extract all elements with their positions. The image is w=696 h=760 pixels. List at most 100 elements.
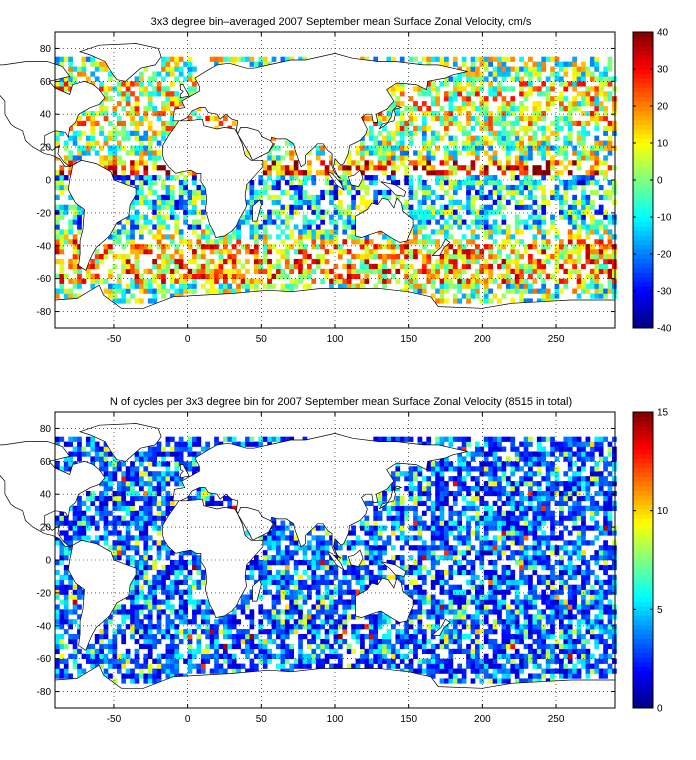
bin-cell [382,244,387,250]
bin-cell [505,638,511,645]
bin-cell [519,110,524,117]
bin-cell [541,574,547,581]
bin-cell [258,209,264,215]
bin-cell [360,564,365,571]
bin-cell [536,624,542,630]
colorbar-segment [633,254,653,260]
bin-cell [607,564,613,571]
bin-cell [165,663,171,669]
bin-cell [576,283,582,289]
bin-cell [147,135,153,141]
bin-cell [391,145,396,151]
bin-cell [355,624,361,630]
bin-cell [408,56,414,62]
bin-cell [510,643,516,650]
bin-cell [240,634,246,640]
bin-cell [479,263,485,270]
y-tick-label: -20 [37,208,52,219]
bin-cell [337,209,343,215]
bin-cell [479,268,485,275]
bin-cell [214,629,219,635]
bin-cell [572,219,577,225]
bin-cell [404,564,409,571]
bin-cell [439,175,445,181]
bin-cell [337,214,343,220]
bin-cell [59,244,65,250]
bin-cell [421,155,427,161]
bin-cell [271,594,277,600]
bin-cell [346,278,352,284]
bin-cell [94,658,100,664]
bin-cell [501,239,507,245]
bin-cell [218,254,224,260]
bin-cell [559,648,564,655]
bin-cell [307,638,312,645]
bin-cell [541,115,547,122]
bin-cell [218,120,224,127]
bin-cell [457,569,463,576]
bin-cell [72,648,78,655]
bin-cell [174,199,180,205]
bin-cell [174,673,180,679]
bin-cell [152,150,157,156]
bin-cell [68,204,73,210]
bin-cell [373,140,379,146]
bin-cell [589,175,595,181]
bin-cell [399,658,405,664]
bin-cell [249,648,255,655]
bin-cell [391,273,396,279]
bin-cell [581,658,586,664]
bin-cell [289,140,295,146]
bin-cell [550,86,555,92]
bin-cell [271,609,277,615]
bin-cell [377,574,383,581]
bin-cell [510,653,516,659]
bin-cell [598,160,604,166]
bin-cell [125,254,131,260]
bin-cell [492,120,498,127]
bin-cell [236,239,241,245]
bin-cell [134,619,140,625]
bin-cell [276,175,281,181]
bin-cell [408,130,414,136]
bin-cell [501,194,507,201]
bin-cell [298,184,303,191]
colorbar-segment [633,101,653,107]
bin-cell [497,249,502,255]
bin-cell [169,194,175,201]
bin-cell [364,648,370,655]
bin-cell [435,170,440,176]
bin-cell [143,653,149,659]
bin-cell [200,268,206,275]
bin-cell [139,160,144,166]
bin-cell [483,125,489,131]
bin-cell [483,569,489,576]
bin-cell [147,579,153,585]
bin-cell [470,658,476,664]
bin-cell [585,86,591,92]
bin-cell [77,145,82,151]
bin-cell [470,135,476,141]
bin-cell [585,619,591,625]
bin-cell [134,101,140,107]
bin-cell [545,663,551,669]
bin-cell [497,668,502,674]
bin-cell [550,254,555,260]
bin-cell [421,263,427,270]
bin-cell [324,653,330,659]
bin-cell [90,130,96,136]
bin-cell [483,614,489,620]
bin-cell [612,184,617,191]
bin-cell [236,288,241,294]
bin-cell [505,199,511,205]
bin-cell [200,569,206,576]
bin-cell [426,194,432,201]
bin-cell [276,653,281,659]
bin-cell [68,155,73,161]
bin-cell [364,175,370,181]
bin-cell [200,629,206,635]
bin-cell [324,634,330,640]
bin-cell [165,56,171,62]
bin-cell [324,564,330,571]
bin-cell [594,658,600,664]
